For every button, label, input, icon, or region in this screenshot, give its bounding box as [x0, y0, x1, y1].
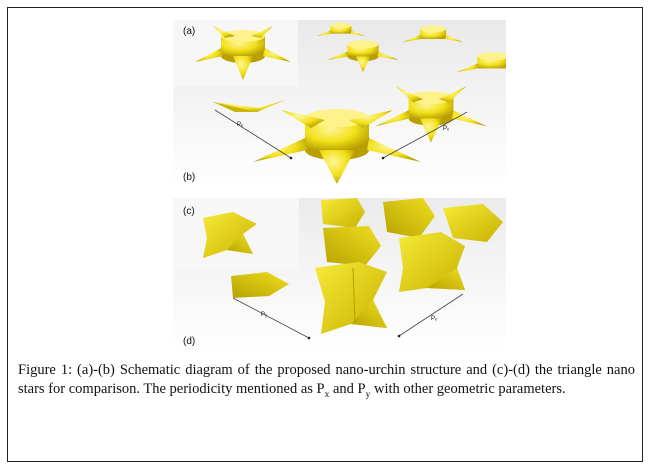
star-inset	[203, 212, 257, 258]
label-d: (d)	[183, 336, 196, 347]
star-bg-1	[321, 198, 365, 228]
urchin-bg-4	[317, 22, 365, 36]
urchin-left	[213, 100, 285, 112]
star-bg-3	[443, 204, 503, 242]
urchin-bg-1	[327, 40, 399, 72]
star-front	[315, 262, 387, 334]
figure-1: (a) (b) Pᵧ Pₓ	[173, 20, 506, 350]
axis-label-px-2: Pₓ	[431, 316, 437, 322]
panel-nano-stars: (c) (d) Pᵧ Pₓ	[173, 198, 506, 350]
axis-label-px: Pₓ	[443, 126, 449, 132]
urchin-front	[253, 109, 421, 184]
star-right	[399, 232, 465, 292]
urchin-inset	[195, 26, 291, 80]
figure-frame: (a) (b) Pᵧ Pₓ	[7, 7, 643, 462]
urchin-bg-3	[457, 52, 506, 72]
panel-nano-urchin: (a) (b) Pᵧ Pₓ	[173, 20, 506, 188]
caption-text-2: and P	[329, 381, 366, 397]
caption-sub-x: x	[324, 389, 330, 400]
caption-text-1: Figure 1: (a)-(b) Schematic diagram of t…	[18, 362, 635, 397]
star-left	[231, 272, 289, 298]
urchin-bg-2	[403, 25, 463, 42]
axis-label-py: Pᵧ	[237, 122, 243, 128]
axis-label-py-2: Pᵧ	[261, 312, 267, 318]
star-bg-4	[323, 226, 381, 266]
star-bg-2	[383, 198, 435, 238]
nano-urchin-render	[173, 20, 506, 188]
nano-stars-render	[173, 198, 506, 350]
label-c: (c)	[183, 206, 195, 217]
urchin-right	[375, 86, 487, 143]
caption-text-3: with other geometric parameters.	[370, 381, 566, 397]
label-b: (b)	[183, 172, 196, 183]
label-a: (a)	[183, 26, 196, 37]
caption-sub-y: y	[365, 389, 371, 400]
figure-caption: Figure 1: (a)-(b) Schematic diagram of t…	[18, 361, 635, 405]
